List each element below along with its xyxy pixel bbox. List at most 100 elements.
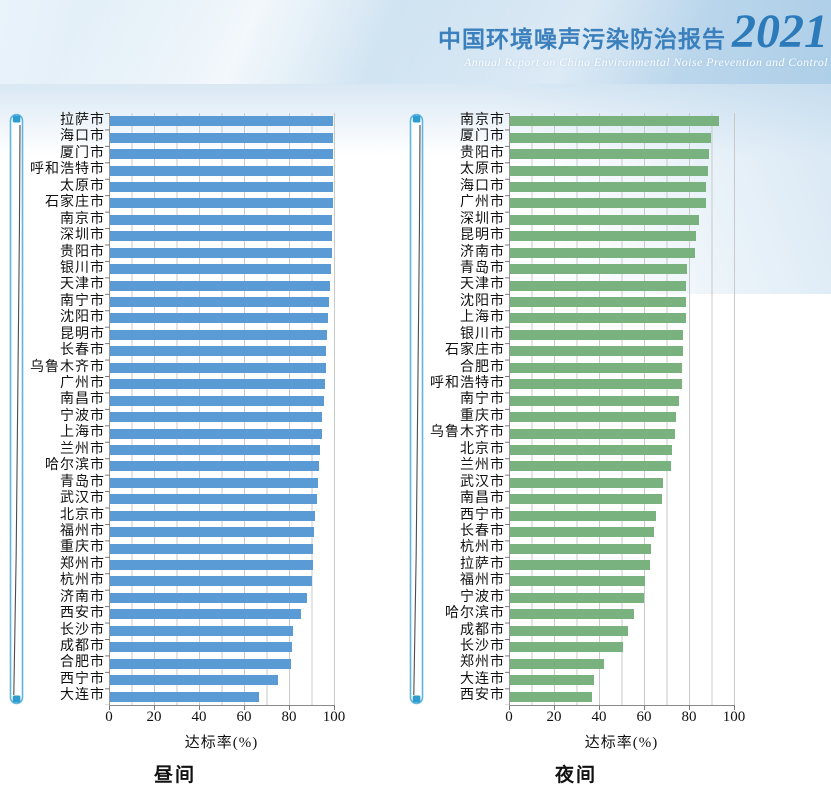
bar-row (510, 162, 735, 178)
category-label: 武汉市 (460, 474, 505, 490)
bar (510, 691, 593, 702)
bar-row (110, 376, 335, 392)
y-axis-labels: 南京市 厦门市 贵阳市 太原市 海口市 广州市 深圳市 昆明市 济南市 青岛市 天津市 沈阳市 上海市银… (430, 113, 509, 705)
bar-row (110, 343, 335, 359)
category-label: 厦门市 (460, 129, 505, 145)
bar (110, 477, 319, 488)
bar-row (510, 146, 735, 162)
bar-row (110, 409, 335, 425)
bar-row (110, 327, 335, 343)
bar (510, 313, 686, 324)
category-label: 杭州市 (60, 573, 105, 589)
bar (510, 428, 676, 439)
bar (510, 116, 720, 127)
category-label: 广州市 (60, 376, 105, 391)
category-label: 太原市 (460, 162, 505, 178)
bar (110, 592, 307, 603)
y-axis-ticks (505, 113, 510, 705)
bar (110, 297, 329, 307)
bar (510, 510, 657, 521)
bar-row (510, 573, 735, 589)
bar (510, 477, 663, 488)
category-label: 银川市 (60, 260, 105, 276)
bar (110, 181, 333, 192)
category-label: 郑州市 (460, 655, 505, 671)
category-label: 贵阳市 (460, 145, 505, 161)
x-tick-mark (334, 706, 335, 710)
bar-row (510, 294, 735, 310)
bar-row (110, 212, 335, 228)
category-label: 南宁市 (460, 392, 505, 408)
bar (510, 198, 706, 209)
bar-row (510, 195, 735, 211)
bar-row (110, 360, 335, 376)
bar (110, 658, 291, 669)
category-label: 福州市 (60, 523, 105, 539)
y-axis-labels: 拉萨市 海口市 厦门市 呼和浩特市 太原市 石家庄市 南京市 深圳市 贵阳市 银川市 天津市 南宁市沈… (30, 113, 109, 705)
category-label: 青岛市 (60, 474, 105, 490)
bar (510, 132, 712, 143)
category-label: 南昌市 (60, 392, 105, 408)
bar-row (510, 261, 735, 277)
bar-row (510, 212, 735, 228)
bar (510, 264, 687, 275)
bar-row (110, 392, 335, 408)
bar-row (510, 540, 735, 556)
x-tick-label: 0 (105, 709, 113, 725)
x-tick-label: 20 (146, 709, 162, 725)
plot-area (505, 113, 735, 706)
bar-row (110, 475, 335, 491)
x-axis: 0 20 40 60 80 100 (505, 706, 745, 730)
bar (110, 444, 321, 455)
bar (110, 675, 278, 686)
bar-row (510, 491, 735, 507)
bar-row (110, 261, 335, 277)
x-tick-mark (289, 706, 290, 710)
category-label: 厦门市 (60, 145, 105, 161)
bar (110, 412, 323, 423)
x-tick-mark (644, 706, 645, 710)
bar-row (110, 442, 335, 458)
plot-area (105, 113, 335, 706)
bar-row (510, 310, 735, 326)
category-label: 哈尔滨市 (45, 458, 105, 474)
bar-row (510, 343, 735, 359)
category-label: 海口市 (60, 129, 105, 145)
x-tick-label: 100 (322, 709, 346, 725)
category-label: 福州市 (460, 573, 505, 589)
bar-row (110, 195, 335, 211)
bar (110, 132, 333, 143)
category-label: 银川市 (460, 326, 505, 342)
report-subtitle-en: Annual Report on China Environmental Noi… (464, 55, 828, 69)
bar (510, 444, 673, 455)
x-tick-mark (509, 706, 510, 710)
bar-row (110, 557, 335, 573)
category-label: 兰州市 (460, 458, 505, 474)
bar (510, 560, 650, 570)
bar (110, 264, 331, 275)
bar-row (110, 245, 335, 261)
bar (110, 510, 315, 521)
bar-row (510, 360, 735, 376)
x-axis: 0 20 40 60 80 100 (105, 706, 345, 730)
category-label: 合肥市 (60, 655, 105, 671)
bar (110, 116, 334, 127)
category-label: 武汉市 (60, 491, 105, 507)
bar (510, 362, 683, 373)
category-label: 宁波市 (460, 589, 505, 605)
bar-row (510, 606, 735, 622)
bar-row (510, 327, 735, 343)
bar-row (510, 458, 735, 474)
header-cloud-streak (0, 0, 831, 84)
category-label: 成都市 (60, 639, 105, 654)
decorative-bracket (409, 113, 424, 705)
bar (110, 362, 326, 373)
bar-row (110, 113, 335, 129)
bar (510, 280, 687, 291)
category-label: 上海市 (60, 425, 105, 441)
category-label: 天津市 (460, 277, 505, 293)
bar-row (110, 672, 335, 688)
bar-row (510, 442, 735, 458)
bar (510, 609, 634, 620)
bar-row (110, 573, 335, 589)
